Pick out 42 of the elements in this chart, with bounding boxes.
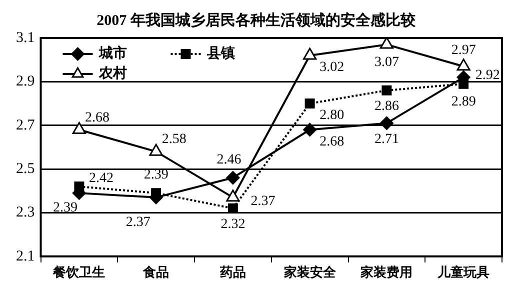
point <box>456 58 470 71</box>
point <box>380 116 394 130</box>
legend-label: 农村 <box>98 66 127 82</box>
point <box>226 171 240 185</box>
point <box>304 98 315 109</box>
x-tick-label: 家装安全 <box>282 264 337 280</box>
data-label: 2.89 <box>451 94 476 110</box>
y-tick-label: 2.7 <box>16 117 36 134</box>
x-tick-label: 食品 <box>142 264 170 280</box>
y-tick-label: 2.1 <box>16 248 35 264</box>
data-label: 2.92 <box>475 68 500 83</box>
data-label: 2.80 <box>320 108 344 124</box>
y-tick-label: 2.5 <box>16 160 35 177</box>
data-label: 3.07 <box>374 55 399 70</box>
x-tick-label: 药品 <box>218 264 246 280</box>
data-label: 2.68 <box>320 134 344 150</box>
data-label: 3.02 <box>320 60 344 76</box>
data-label: 2.37 <box>126 215 150 230</box>
data-label: 2.39 <box>52 200 78 216</box>
data-label: 2.46 <box>216 152 242 168</box>
data-label: 2.37 <box>250 194 276 210</box>
point <box>382 85 392 96</box>
y-tick-label: 2.3 <box>16 204 35 221</box>
x-tick-label: 家装费用 <box>360 264 413 280</box>
point <box>228 203 238 214</box>
data-label: 2.71 <box>374 132 399 147</box>
y-tick-label: 2.9 <box>16 74 35 90</box>
data-label: 2.86 <box>374 99 399 114</box>
y-tick-label: 3.1 <box>16 30 35 46</box>
data-label: 2.58 <box>162 132 186 148</box>
point <box>380 38 394 49</box>
legend-label: 城市 <box>98 44 127 62</box>
chart-title: 2007 年我国城乡居民各种生活领域的安全感比较 <box>96 10 416 29</box>
point <box>303 122 317 136</box>
x-tick-label: 儿童玩具 <box>436 264 490 280</box>
data-label: 2.32 <box>220 217 246 232</box>
data-label: 2.68 <box>84 110 110 126</box>
data-label: 2.97 <box>451 43 476 58</box>
data-label: 2.42 <box>88 171 114 186</box>
legend-label: 县镇 <box>206 46 235 62</box>
x-tick-label: 餐饮卫生 <box>52 264 106 280</box>
point <box>303 48 317 60</box>
